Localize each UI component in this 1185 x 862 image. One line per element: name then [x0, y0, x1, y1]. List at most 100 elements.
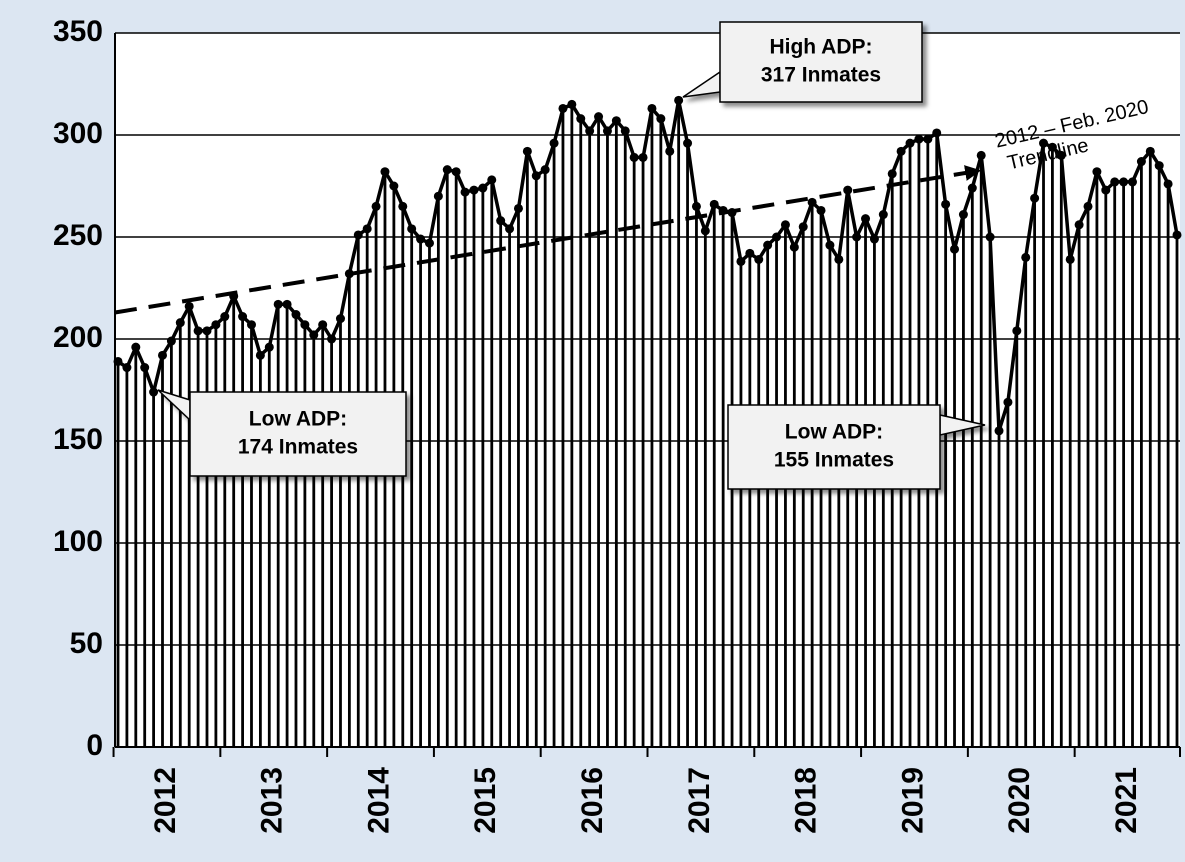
bar	[632, 157, 636, 747]
point	[1136, 157, 1146, 167]
point	[852, 232, 862, 242]
point	[1154, 161, 1164, 171]
y-tick-label: 100	[53, 525, 103, 558]
point	[763, 240, 773, 250]
bar	[196, 330, 200, 747]
bar	[499, 220, 503, 747]
point	[380, 167, 390, 177]
point	[1083, 201, 1093, 211]
point	[478, 183, 488, 193]
bar	[944, 204, 948, 748]
bar	[187, 306, 191, 747]
point	[389, 181, 399, 191]
bar	[303, 324, 307, 747]
point	[246, 320, 256, 330]
bar	[214, 324, 218, 747]
bar	[445, 169, 449, 747]
bar	[1006, 402, 1010, 747]
bar	[223, 316, 227, 747]
point	[656, 114, 666, 124]
point	[505, 224, 515, 234]
point	[807, 197, 817, 207]
bar	[428, 243, 431, 747]
bar	[161, 355, 164, 747]
bar	[988, 237, 992, 747]
bar	[419, 239, 422, 748]
bar	[241, 316, 244, 747]
bar	[125, 367, 129, 747]
bar	[677, 100, 681, 747]
point	[941, 199, 951, 209]
bar	[321, 324, 325, 747]
bar	[837, 259, 841, 747]
point	[1021, 252, 1031, 262]
point	[264, 342, 274, 352]
point	[522, 146, 532, 156]
bar	[792, 247, 796, 747]
bar	[703, 230, 707, 747]
bar	[472, 190, 476, 747]
callout-text: 174 Inmates	[238, 436, 358, 459]
point	[335, 314, 345, 324]
x-tick-label: 2015	[469, 767, 502, 834]
point	[416, 234, 426, 244]
bar	[623, 130, 627, 748]
point	[700, 226, 710, 236]
point	[460, 187, 470, 197]
bar	[525, 151, 529, 747]
bar	[1148, 151, 1152, 747]
bar	[463, 192, 467, 747]
point	[772, 232, 782, 242]
point	[300, 320, 310, 330]
point	[318, 320, 328, 330]
point	[985, 232, 995, 242]
point	[709, 199, 719, 209]
bar	[686, 143, 689, 747]
y-tick-label: 0	[86, 729, 103, 762]
point	[407, 224, 417, 234]
point	[157, 350, 167, 360]
x-tick-label: 2013	[256, 767, 289, 834]
bar	[757, 259, 761, 747]
callout-box	[719, 21, 923, 103]
bar	[285, 304, 289, 747]
point	[1163, 179, 1173, 189]
point	[487, 175, 497, 185]
bar	[712, 204, 716, 748]
bar	[330, 339, 333, 747]
point	[1039, 138, 1049, 148]
bar	[267, 347, 271, 747]
bar	[1131, 181, 1134, 748]
callout-text: Low ADP:	[785, 421, 883, 444]
x-tick-label: 2018	[790, 767, 823, 834]
point	[861, 214, 871, 224]
bar	[1033, 198, 1037, 748]
point	[211, 320, 221, 330]
point	[1110, 177, 1120, 187]
bar	[152, 392, 155, 747]
point	[629, 152, 639, 162]
bar	[1042, 143, 1045, 747]
point	[113, 356, 123, 366]
point	[798, 222, 808, 232]
point	[1012, 326, 1022, 336]
point	[202, 326, 212, 336]
bar	[1122, 181, 1126, 748]
point	[967, 183, 977, 193]
point	[184, 301, 194, 311]
point	[1074, 220, 1084, 230]
point	[549, 138, 559, 148]
point	[638, 152, 648, 162]
point	[122, 363, 132, 373]
point	[1056, 150, 1066, 160]
bar	[588, 130, 592, 748]
bar	[855, 237, 859, 747]
point	[576, 114, 586, 124]
y-tick-label: 50	[70, 627, 103, 660]
point	[371, 201, 381, 211]
bar	[339, 318, 342, 747]
point	[976, 150, 986, 160]
point	[131, 342, 141, 352]
bar	[116, 361, 120, 747]
point	[736, 256, 746, 266]
